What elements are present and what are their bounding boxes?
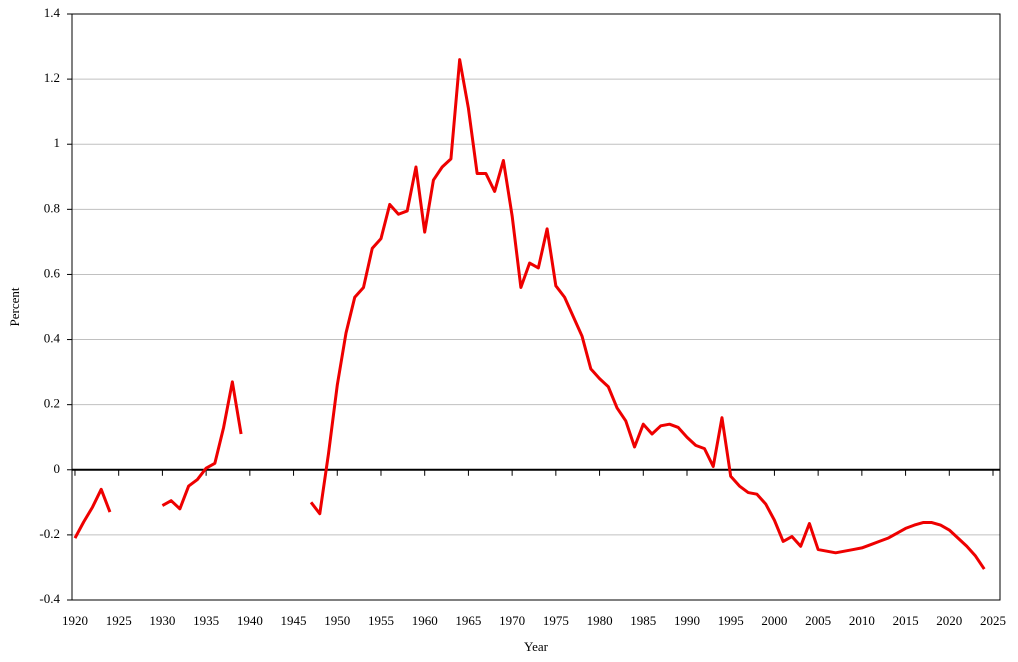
x-tick-label: 2005	[805, 613, 831, 628]
y-tick-label: 0.4	[44, 331, 61, 346]
x-tick-label: 1985	[630, 613, 656, 628]
x-tick-label: 1930	[149, 613, 175, 628]
x-tick-label: 1965	[455, 613, 481, 628]
y-tick-label: 1.4	[44, 5, 61, 20]
x-tick-label: 1980	[587, 613, 613, 628]
x-tick-label: 1955	[368, 613, 394, 628]
data-line	[73, 58, 986, 570]
y-tick-label: -0.4	[39, 591, 60, 606]
x-axis-label: Year	[524, 639, 549, 654]
x-tick-label: 1970	[499, 613, 525, 628]
y-tick-label: 0	[54, 461, 61, 476]
x-tick-label: 2000	[761, 613, 787, 628]
x-tick-label: 2020	[936, 613, 962, 628]
plot-frame	[71, 13, 1001, 601]
y-tick-label: 1.2	[44, 70, 60, 85]
y-tick-label: 0.2	[44, 396, 60, 411]
x-tick-label: 1975	[543, 613, 569, 628]
y-tick-label: 1	[54, 135, 61, 150]
y-tick-label: 0.8	[44, 200, 60, 215]
y-tick-label: 0.6	[44, 265, 61, 280]
y-axis-label: Percent	[7, 287, 22, 326]
x-tick-label: 1940	[237, 613, 263, 628]
x-tick-label: 1960	[412, 613, 438, 628]
x-tick-label: 2025	[980, 613, 1006, 628]
x-tick-label: 1920	[62, 613, 88, 628]
x-tick-label: 2010	[849, 613, 875, 628]
x-tick-label: 1935	[193, 613, 219, 628]
x-tick-label: 1950	[324, 613, 350, 628]
x-tick-label: 1995	[718, 613, 744, 628]
x-tick-label: 1925	[106, 613, 132, 628]
y-tick-label: -0.2	[39, 526, 60, 541]
x-tick-label: 1945	[281, 613, 307, 628]
x-tick-label: 1990	[674, 613, 700, 628]
x-tick-label: 2015	[893, 613, 919, 628]
